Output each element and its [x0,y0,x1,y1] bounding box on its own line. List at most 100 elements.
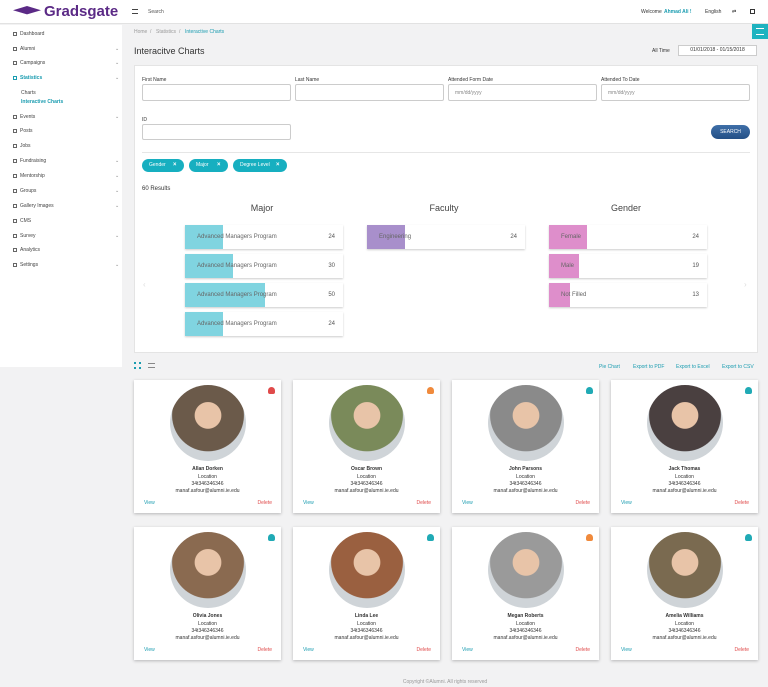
tag-remove[interactable]: × [276,162,280,168]
chevron: ⌄ [115,114,120,120]
text-input[interactable] [142,124,291,140]
avatar [647,385,723,461]
view-link[interactable]: View [144,500,155,506]
nav-item[interactable]: Events [20,114,36,120]
list-view[interactable] [148,363,155,368]
avatar [488,532,564,608]
nav-icon [13,248,17,252]
row-label: Advanced Managers Program [197,321,277,327]
swap-icon[interactable]: ⇄ [732,9,737,15]
nav-item[interactable]: Mentorship [20,173,45,179]
view-link[interactable]: View [462,647,473,653]
name: Olivia Jones [192,613,223,619]
nav-item[interactable]: Alumni [20,46,36,52]
row-value: 24 [692,234,699,240]
email: manaf.asfour@alumni.ie.edu [175,635,240,641]
chevron: ⌄ [115,203,120,209]
view-link[interactable]: View [621,647,632,653]
search-button[interactable]: SEARCH [711,125,750,139]
nav-item[interactable]: Survey [20,233,36,239]
location: Location [516,474,535,480]
toolbar-link[interactable]: Export to Excel [676,364,710,370]
logout-icon [750,9,755,14]
breadcrumb[interactable]: Home [134,29,148,35]
nav-item[interactable]: Dashboard [20,31,45,37]
view-link[interactable]: View [303,500,314,506]
tag-remove[interactable]: × [217,162,221,168]
location: Location [198,474,217,480]
delete-link[interactable]: Delete [257,647,272,653]
nav-item[interactable]: Posts [20,128,33,134]
field-label: Attended Form Date [448,77,494,83]
field-label: Attended To Date [601,77,640,83]
placeholder: mm/dd/yyyy [608,90,635,96]
chart-bar [367,225,406,249]
date-range[interactable]: 01/01/2018 - 01/15/2018 [678,45,757,56]
tag-remove[interactable]: × [173,162,177,168]
avatar [647,532,723,608]
carousel-prev[interactable]: ‹ [143,280,146,289]
text-input[interactable]: mm/dd/yyyy [448,84,597,101]
view-link[interactable]: View [462,500,473,506]
name: Amelia Williams [665,613,704,619]
delete-link[interactable]: Delete [416,647,431,653]
hamburger[interactable] [752,24,768,39]
delete-link[interactable]: Delete [416,500,431,506]
delete-link[interactable]: Delete [734,647,749,653]
chart-title: Faculty [429,203,459,213]
row-label: Advanced Managers Program [197,234,277,240]
nav-item[interactable]: CMS [20,218,32,224]
nav-item[interactable]: Statistics [20,75,43,81]
nav-item[interactable]: Analytics [20,247,41,253]
nav-item[interactable]: Gallery Images [20,203,54,209]
search[interactable]: Search [148,9,164,15]
status-icon [586,534,593,541]
field-label: ID [142,117,147,123]
view-link[interactable]: View [621,500,632,506]
row-label: Advanced Managers Program [197,292,277,298]
breadcrumb-sep: / [150,29,152,35]
row-label: Male [561,263,575,269]
nav-subitem[interactable]: Charts [21,90,36,96]
text-input[interactable] [295,84,444,101]
chart-bar [549,225,588,249]
delete-link[interactable]: Delete [257,500,272,506]
user[interactable]: Ahmad Ali ! [664,9,692,15]
field-label: Last Name [295,77,320,83]
placeholder: mm/dd/yyyy [455,90,482,96]
email: manaf.asfour@alumni.ie.edu [493,488,558,494]
text-input[interactable]: mm/dd/yyyy [601,84,750,101]
page-title: Interacitve Charts [134,46,205,56]
nav-item[interactable]: Settings [20,262,39,268]
row-label: Not Filled [561,292,587,298]
row-value: 50 [328,292,335,298]
nav-item[interactable]: Campaigns [20,60,46,66]
delete-link[interactable]: Delete [734,500,749,506]
toolbar-link[interactable]: Export to PDF [633,364,665,370]
row-value: 19 [692,263,699,269]
grid-view[interactable] [134,362,141,369]
status-icon [268,387,275,394]
toolbar-link[interactable]: Export to CSV [722,364,754,370]
nav-item[interactable]: Jobs [20,143,31,149]
filter-tag[interactable]: Major × [189,159,228,172]
toolbar-link[interactable]: Pie Chart [599,364,620,370]
breadcrumb[interactable]: Statistics [156,29,177,35]
nav-item[interactable]: Fundraising [20,158,47,164]
nav-item[interactable]: Groups [20,188,37,194]
view-link[interactable]: View [303,647,314,653]
nav-subitem[interactable]: Interactive Charts [21,99,64,105]
email: manaf.asfour@alumni.ie.edu [652,488,717,494]
nav-icon [13,174,17,178]
delete-link[interactable]: Delete [575,647,590,653]
language[interactable]: English [705,9,722,15]
range-label: All Time [652,48,670,54]
filter-tag[interactable]: Degree Level × [233,159,287,172]
delete-link[interactable]: Delete [575,500,590,506]
carousel-next[interactable]: › [744,280,747,289]
filter-tag[interactable]: Gender × [142,159,184,172]
nav-icon [13,189,17,193]
view-link[interactable]: View [144,647,155,653]
text-input[interactable] [142,84,291,101]
name: John Parsons [508,466,543,472]
